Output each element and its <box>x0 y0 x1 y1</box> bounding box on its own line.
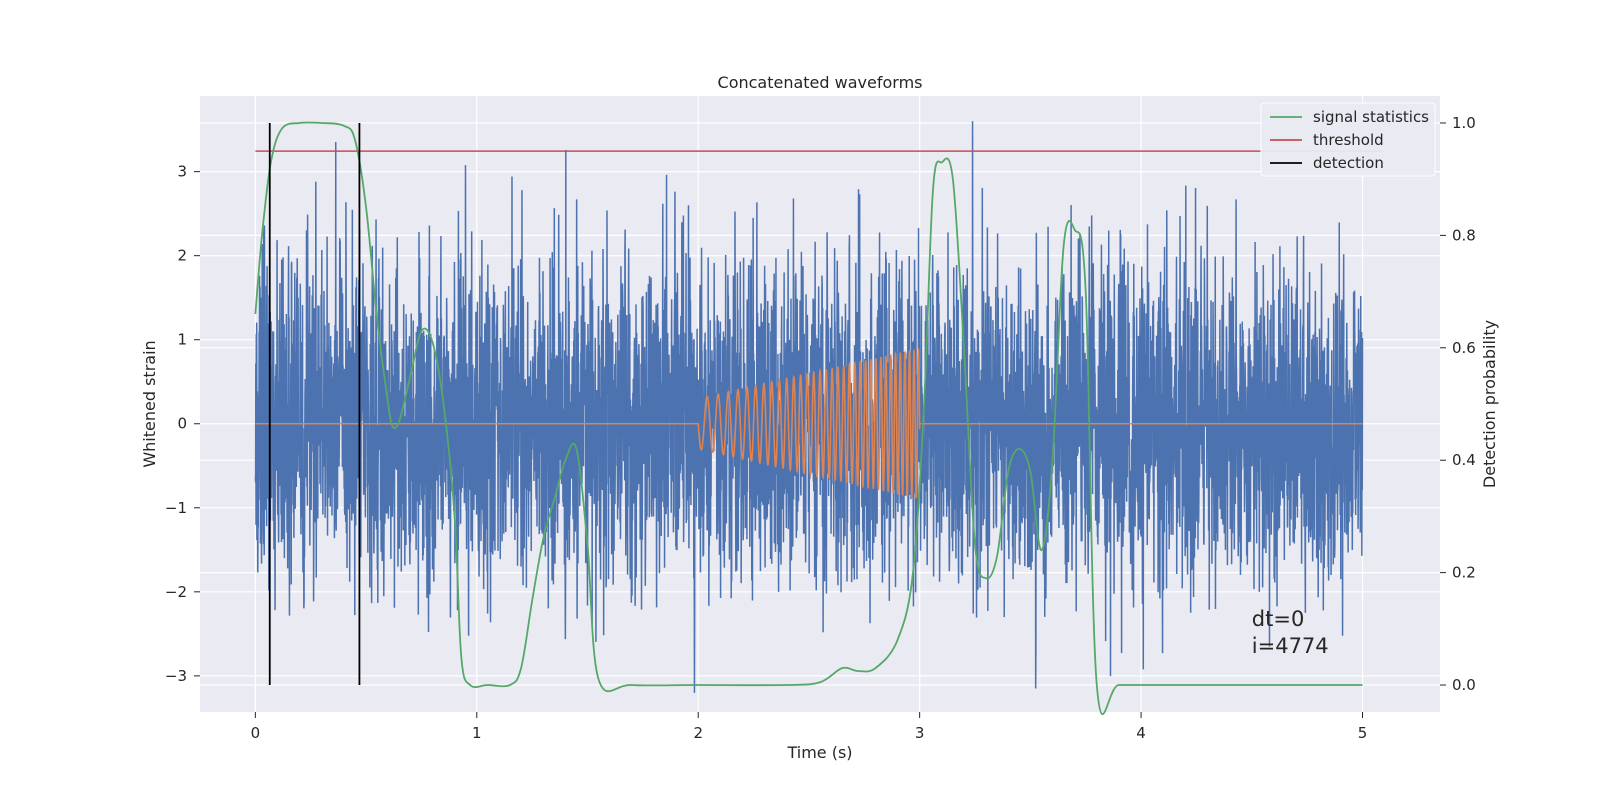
legend-label-signal-statistics: signal statistics <box>1313 108 1429 126</box>
y-left-tick-label: −1 <box>165 499 187 517</box>
legend-label-detection: detection <box>1313 154 1384 172</box>
signal-statistics-line <box>254 121 1363 716</box>
x-tick-label: 3 <box>915 724 925 742</box>
y-left-tick-label: 2 <box>177 247 187 265</box>
annotation-index: i=4774 <box>1252 634 1329 658</box>
y-left-tick-label: 1 <box>177 331 187 349</box>
legend-label-threshold: threshold <box>1313 131 1384 149</box>
y-axis-right-label: Detection probability <box>1480 320 1499 488</box>
x-tick-label: 0 <box>251 724 261 742</box>
y-right-tick-label: 0.8 <box>1452 226 1476 244</box>
series-layer <box>254 121 1385 716</box>
legend-box <box>1260 102 1436 177</box>
y-right-tick-label: 0.4 <box>1452 451 1476 469</box>
y-left-tick-label: −2 <box>165 583 187 601</box>
x-tick-label: 2 <box>693 724 703 742</box>
x-tick-label: 1 <box>472 724 482 742</box>
y-left-tick-label: 3 <box>177 163 187 181</box>
legend: signal statistics threshold detection <box>1260 102 1436 177</box>
y-axis-left-label: Whitened strain <box>140 340 159 467</box>
y-left-tick-label: −3 <box>165 667 187 685</box>
y-left-tick-label: 0 <box>177 415 187 433</box>
y-right-tick-label: 0.6 <box>1452 339 1476 357</box>
chart-title: Concatenated waveforms <box>718 73 923 92</box>
x-axis-label: Time (s) <box>786 743 852 762</box>
y-right-tick-label: 1.0 <box>1452 114 1476 132</box>
x-tick-label: 4 <box>1136 724 1146 742</box>
annotation-dt: dt=0 <box>1252 607 1305 631</box>
axes-layer: 0 1 2 3 4 5 −3 −2 −1 0 1 2 3 0.0 0.2 0.4 0.6 0.8 1.0 <box>165 114 1476 742</box>
x-tick-label: 5 <box>1358 724 1368 742</box>
injected-waveform-line <box>255 348 1363 499</box>
y-right-tick-label: 0.0 <box>1452 676 1476 694</box>
y-right-tick-label: 0.2 <box>1452 564 1476 582</box>
